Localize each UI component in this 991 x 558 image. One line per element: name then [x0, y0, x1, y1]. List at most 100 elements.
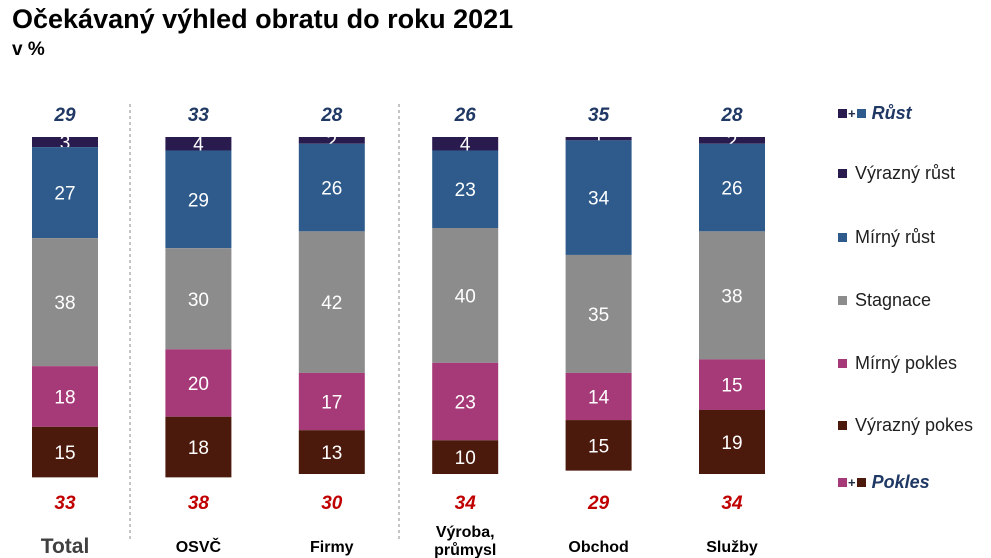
- category-label: Výroba, průmysl: [434, 524, 496, 558]
- segment-value-label: 38: [721, 286, 742, 307]
- decline-total-label: 38: [188, 493, 210, 514]
- bar-segment-v-razn-pokes-3: [298, 430, 365, 474]
- category-label: Obchod: [568, 539, 628, 556]
- legend-plus-sign: +: [848, 105, 856, 121]
- bar-segment-v-razn-r-st-1: [32, 137, 98, 148]
- legend-swatch: [838, 295, 847, 305]
- segment-value-label: 1: [593, 130, 604, 151]
- segment-value-label: 20: [188, 374, 209, 395]
- segment-value-label: 19: [721, 433, 742, 454]
- bar-segment-m-rn-r-st-1: [32, 147, 98, 239]
- bar-segment-m-rn-pokles-1: [32, 366, 98, 427]
- decline-total-label: 34: [455, 493, 477, 514]
- legend-label: Růst: [871, 102, 912, 123]
- growth-total-label: 33: [188, 105, 210, 126]
- growth-total-label: 28: [320, 105, 343, 126]
- segment-value-label: 14: [588, 387, 610, 408]
- legend-label: Pokles: [871, 471, 930, 492]
- bar-segment-m-rn-r-st-3: [298, 143, 365, 232]
- legend-label: Stagnace: [855, 289, 932, 310]
- bar-segment-v-razn-r-st-4: [432, 137, 499, 151]
- bar-segment-stagnace-6: [699, 231, 765, 360]
- segment-value-label: 23: [455, 180, 476, 201]
- bar-segment-v-razn-r-st-2: [165, 137, 232, 151]
- bar-segment-v-razn-pokes-6: [699, 409, 765, 474]
- growth-total-label: 29: [53, 105, 76, 126]
- segment-value-label: 23: [455, 393, 476, 414]
- bar-segment-m-rn-pokles-5: [565, 372, 632, 421]
- decline-total-label: 33: [54, 493, 76, 514]
- bar-segment-m-rn-r-st-4: [432, 150, 499, 228]
- legend-label: Mírný pokles: [855, 352, 958, 373]
- bar-segment-v-razn-pokes-5: [565, 420, 632, 471]
- bar-segment-m-rn-r-st-2: [165, 150, 232, 249]
- growth-total-label: 35: [588, 105, 610, 126]
- bar-segment-m-rn-pokles-6: [699, 359, 765, 410]
- segment-value-label: 15: [588, 436, 609, 457]
- segment-value-label: 42: [321, 293, 342, 314]
- bar-segment-stagnace-2: [165, 248, 232, 350]
- legend-swatch: [856, 108, 866, 118]
- legend-swatch: [838, 108, 847, 118]
- segment-value-label: 3: [60, 133, 71, 154]
- growth-total-label: 28: [720, 105, 743, 126]
- bar-segment-m-rn-pokles-3: [298, 372, 365, 431]
- category-label: Total: [41, 535, 90, 558]
- legend-label: Výrazný pokes: [855, 414, 974, 435]
- segment-value-label: 38: [54, 293, 75, 314]
- legend-label: Výrazný růst: [855, 162, 956, 183]
- bar-segment-m-rn-r-st-5: [565, 140, 632, 255]
- bar-segment-stagnace-1: [32, 238, 98, 367]
- decline-total-label: 30: [321, 493, 343, 514]
- segment-value-label: 4: [460, 135, 471, 156]
- bar-segment-v-razn-r-st-5: [565, 137, 632, 141]
- segment-value-label: 18: [188, 438, 209, 459]
- legend-swatch: [838, 358, 847, 368]
- bar-segment-v-razn-r-st-3: [298, 137, 365, 144]
- bar-segment-stagnace-5: [565, 254, 632, 373]
- decline-total-label: 29: [587, 493, 610, 514]
- legend-item-r-st: + Růst: [838, 103, 912, 123]
- segment-value-label: 2: [327, 131, 338, 152]
- legend-swatch: [838, 477, 847, 487]
- legend-swatch: [838, 232, 847, 242]
- legend-swatch: [838, 420, 847, 430]
- bar-segment-stagnace-3: [298, 231, 365, 373]
- bar-segment-m-rn-pokles-4: [432, 362, 499, 441]
- segment-value-label: 10: [455, 448, 476, 469]
- segment-value-label: 15: [54, 443, 75, 464]
- segment-value-label: 26: [721, 179, 742, 200]
- legend-item-m-rn-pokles: Mírný pokles: [838, 353, 957, 373]
- bar-segment-v-razn-pokes-2: [165, 416, 232, 478]
- chart-title: Očekávaný výhled obratu do roku 2021: [12, 4, 514, 34]
- bar-segment-stagnace-4: [432, 227, 499, 363]
- segment-value-label: 29: [188, 190, 209, 211]
- bar-segment-v-razn-pokes-4: [432, 440, 499, 474]
- segment-value-label: 34: [588, 189, 610, 210]
- segment-value-label: 26: [321, 179, 342, 200]
- bar-segment-v-razn-pokes-1: [32, 426, 98, 478]
- bar-segment-m-rn-r-st-6: [699, 143, 765, 232]
- segment-value-label: 17: [321, 393, 342, 414]
- segment-value-label: 2: [727, 131, 738, 152]
- growth-total-label: 26: [454, 105, 477, 126]
- segment-value-label: 4: [193, 135, 204, 156]
- legend-item-v-razn-r-st: Výrazný růst: [838, 163, 955, 183]
- segment-value-label: 27: [54, 184, 75, 205]
- legend-item-stagnace: Stagnace: [838, 290, 931, 310]
- bar-segment-m-rn-pokles-2: [165, 349, 232, 417]
- legend-swatch: [856, 477, 866, 487]
- bar-segment-v-razn-r-st-6: [699, 137, 765, 144]
- legend-item-v-razn-pokes: Výrazný pokes: [838, 415, 973, 435]
- segment-value-label: 35: [588, 305, 609, 326]
- legend-plus-sign: +: [848, 474, 856, 490]
- chart-subtitle: v %: [12, 39, 45, 60]
- segment-value-label: 30: [188, 290, 209, 311]
- category-label: Služby: [706, 539, 758, 556]
- segment-value-label: 15: [721, 376, 742, 397]
- decline-total-label: 34: [721, 493, 743, 514]
- legend-item-m-rn-r-st: Mírný růst: [838, 227, 935, 247]
- segment-value-label: 13: [321, 443, 342, 464]
- segment-value-label: 18: [54, 387, 75, 408]
